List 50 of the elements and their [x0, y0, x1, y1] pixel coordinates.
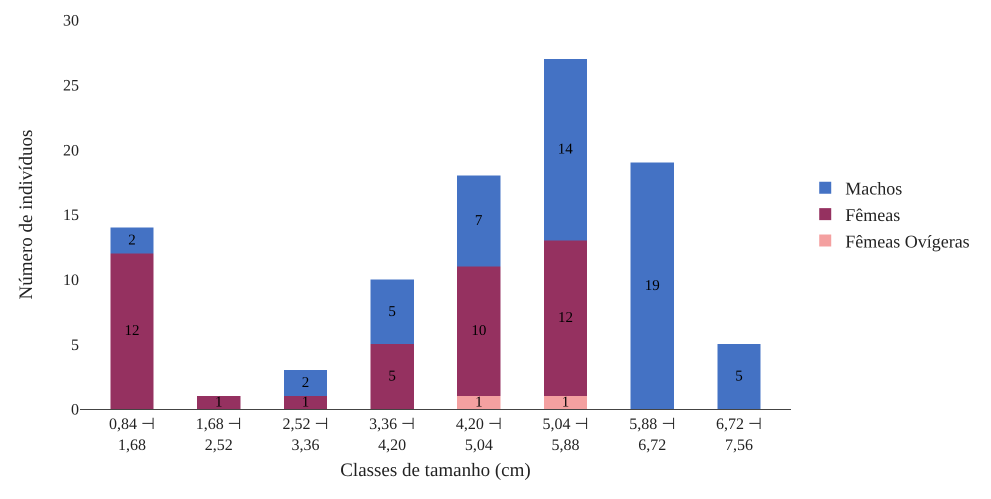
bar — [630, 162, 674, 409]
y-tick-label: 10 — [63, 272, 79, 289]
bar — [110, 227, 154, 254]
bar — [457, 396, 501, 409]
y-tick-label: 25 — [63, 77, 79, 94]
data-label: 10 — [471, 323, 486, 340]
data-label: 12 — [124, 323, 140, 340]
data-label: 2 — [302, 375, 310, 392]
data-label: 5 — [388, 304, 396, 320]
y-tick-label: 0 — [71, 402, 79, 419]
bar — [457, 176, 501, 266]
y-tick-label: 15 — [63, 207, 79, 224]
bar — [370, 279, 414, 344]
data-label: 14 — [558, 142, 574, 158]
y-tick-label: 5 — [71, 336, 79, 354]
data-label: 7 — [474, 212, 483, 229]
legend-label: Fêmeas Ovígeras — [845, 232, 970, 252]
data-label: 5 — [388, 368, 396, 385]
data-label: 2 — [128, 232, 136, 248]
bar — [717, 344, 761, 409]
y-axis-title: Número de indivíduos — [16, 130, 37, 300]
x-tick-label: 5,88 ⊣ 6,72 — [629, 416, 676, 454]
bar — [110, 253, 154, 409]
data-label: 1 — [302, 394, 310, 411]
y-tick-label: 30 — [63, 12, 79, 30]
x-tick-label: 2,52 ⊣ 3,36 — [282, 416, 328, 454]
bar — [284, 370, 328, 396]
data-label: 1 — [475, 394, 483, 411]
x-tick-label: 0,84 ⊣ 1,68 — [109, 416, 156, 454]
data-label: 1 — [214, 394, 222, 411]
data-label: 12 — [558, 310, 574, 326]
legend-label: Fêmeas — [845, 205, 900, 226]
x-tick-label: 5,04 ⊣ 5,88 — [542, 416, 589, 454]
bar — [457, 266, 501, 396]
x-tick-label: 4,20 ⊣ 5,04 — [456, 416, 502, 454]
bar — [544, 58, 588, 240]
bar — [370, 344, 414, 409]
y-tick-label: 20 — [63, 142, 79, 160]
data-label: 19 — [644, 278, 660, 294]
x-tick-label: 1,68 ⊣ 2,52 — [196, 416, 242, 454]
x-tick-label: 3,36 ⊣ 4,20 — [369, 416, 416, 454]
bar — [284, 396, 328, 409]
bar — [197, 396, 240, 409]
data-label: 5 — [735, 368, 743, 385]
legend-label: Machos — [845, 178, 902, 199]
x-tick-label: 6,72 ⊣ 7,56 — [716, 416, 762, 454]
bar — [544, 396, 588, 409]
bar — [544, 240, 588, 396]
x-axis-title: Classes de tamanho (cm) — [340, 460, 531, 481]
data-label: 1 — [562, 394, 570, 411]
